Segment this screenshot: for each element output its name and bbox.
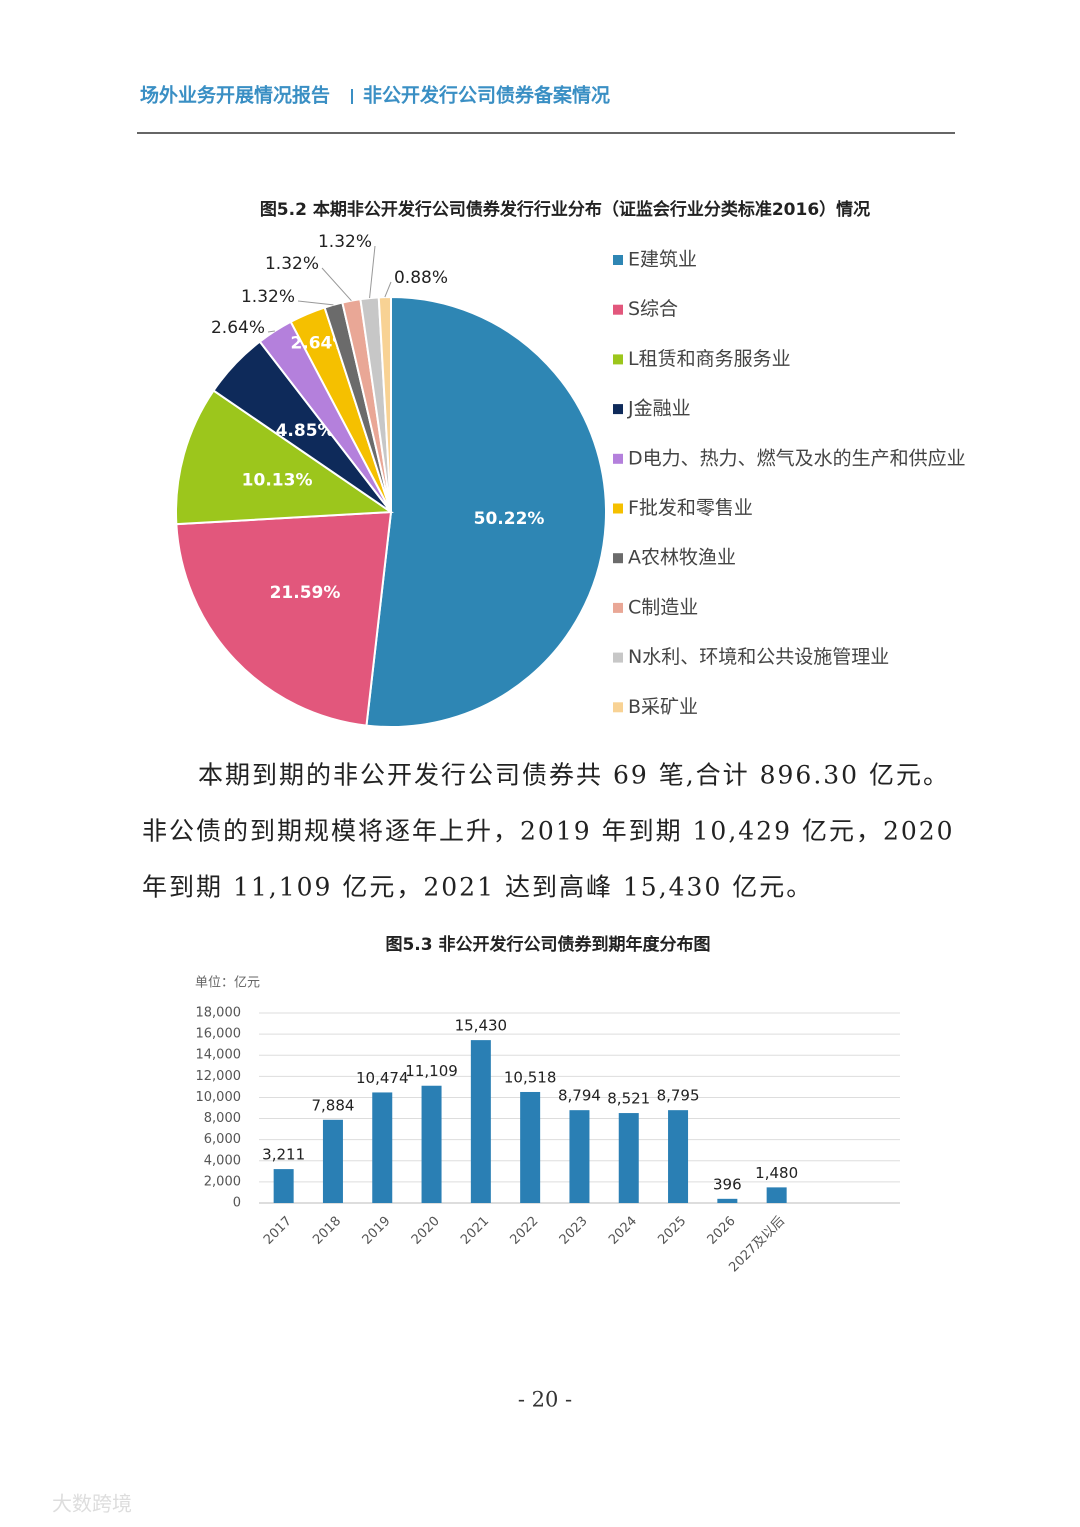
data-label: 1.32%	[241, 287, 295, 307]
pie-slice	[175, 510, 393, 727]
data-label: 396	[713, 1175, 742, 1193]
legend-label: E建筑业	[628, 249, 697, 271]
legend-label: A农林牧渔业	[628, 547, 736, 569]
y-tick-label: 12,000	[196, 1069, 242, 1084]
data-label: 10.13%	[242, 470, 313, 490]
watermark: 大数跨境	[52, 1492, 132, 1516]
y-tick-label: 2,000	[204, 1174, 241, 1189]
data-label: 8,521	[607, 1090, 650, 1108]
data-label: 8,795	[657, 1087, 700, 1105]
legend-swatch	[613, 652, 623, 663]
y-tick-label: 6,000	[204, 1132, 241, 1147]
legend-label: C制造业	[628, 596, 698, 618]
legend-swatch	[613, 602, 623, 613]
pie-title: 图5.2 本期非公开发行公司债券发行行业分布（证监会行业分类标准2016）情况	[260, 199, 870, 220]
data-label: 1,480	[755, 1164, 798, 1182]
legend-swatch	[613, 453, 623, 464]
data-label: 10,518	[504, 1068, 557, 1086]
legend-label: N水利、环境和公共设施管理业	[628, 646, 889, 668]
y-tick-label: 4,000	[204, 1153, 241, 1168]
pie-chart: 50.22% E建筑业 21.59% S综合 10.13% L租赁和商务服务业 4.85% J…	[175, 232, 966, 728]
x-tick-label: 2018	[310, 1214, 344, 1248]
data-label: 0.88%	[394, 268, 448, 288]
bar-chart: 0 2,000 4,000 6,000 8,000 10,000 12,000 14,000 1…	[196, 1006, 900, 1275]
bar	[766, 1187, 787, 1203]
y-tick-label: 10,000	[196, 1090, 242, 1105]
x-tick-label: 2019	[360, 1214, 394, 1248]
header-left: 场外业务开展情况报告	[140, 84, 330, 107]
x-tick-label: 2025	[655, 1214, 689, 1248]
data-label: 3,211	[262, 1146, 305, 1164]
legend-label: S综合	[628, 298, 678, 320]
paragraph-line: 本期到期的非公开发行公司债券共 69 笔,合计 896.30 亿元。	[198, 761, 950, 790]
legend-label: F批发和零售业	[628, 497, 753, 519]
legend-label: B采矿业	[628, 696, 698, 718]
data-label: 21.59%	[270, 583, 341, 603]
x-tick-label: 2026	[705, 1214, 739, 1248]
legend-label: L租赁和商务服务业	[628, 348, 791, 370]
x-tick-label: 2022	[507, 1214, 541, 1248]
legend-swatch	[613, 503, 623, 514]
bar	[273, 1169, 294, 1203]
x-tick-label: 2023	[557, 1214, 591, 1248]
y-tick-label: 14,000	[196, 1048, 242, 1063]
data-label: 10,474	[356, 1069, 409, 1087]
pie-slice	[175, 389, 394, 526]
bar	[470, 1040, 491, 1203]
legend-swatch	[613, 702, 623, 713]
bar	[668, 1110, 689, 1203]
legend-swatch	[613, 404, 623, 415]
legend-label: J金融业	[627, 398, 691, 420]
y-tick-label: 8,000	[204, 1111, 241, 1126]
leader-line	[267, 330, 275, 333]
legend-swatch	[613, 354, 623, 365]
bar	[618, 1113, 639, 1203]
data-label: 15,430	[455, 1017, 508, 1035]
page-number: - 20 -	[518, 1388, 572, 1412]
data-label: 1.32%	[265, 254, 319, 274]
legend-swatch	[613, 255, 623, 265]
data-label: 2.64%	[211, 318, 265, 338]
x-tick-label: 2021	[458, 1214, 492, 1248]
data-label: 1.32%	[318, 232, 372, 252]
bar	[717, 1198, 738, 1203]
bar	[520, 1091, 541, 1203]
legend-label: D电力、热力、燃气及水的生产和供应业	[628, 447, 966, 469]
data-label: 50.22%	[474, 509, 545, 529]
leader-line	[297, 300, 334, 306]
y-tick-label: 0	[233, 1196, 241, 1211]
legend-swatch	[613, 553, 623, 564]
legend-swatch	[613, 304, 623, 315]
y-axis-unit: 单位：亿元	[195, 976, 260, 991]
data-label: 8,794	[558, 1087, 601, 1105]
pie-slice	[377, 295, 392, 513]
pie-slice	[365, 295, 607, 728]
header-right: 非公开发行公司债券备案情况	[363, 84, 610, 107]
leader-line	[384, 281, 392, 298]
paragraph-line: 非公债的到期规模将逐年上升，2019 年到期 10,429 亿元，2020	[142, 817, 955, 846]
leader-line	[369, 245, 376, 299]
data-label: 11,109	[405, 1062, 458, 1080]
x-tick-label: 2020	[409, 1214, 443, 1248]
x-tick-label: 2024	[606, 1214, 640, 1248]
data-label: 7,884	[311, 1096, 354, 1114]
y-tick-label: 16,000	[196, 1027, 242, 1042]
leader-line	[321, 267, 352, 302]
bar	[569, 1110, 590, 1203]
y-tick-label: 18,000	[196, 1006, 242, 1021]
bar-title: 图5.3 非公开发行公司债券到期年度分布图	[385, 934, 710, 955]
bar	[322, 1119, 343, 1203]
bar	[372, 1092, 393, 1203]
x-tick-label: 2017	[261, 1214, 295, 1248]
bar	[421, 1085, 442, 1203]
paragraph-line: 年到期 11,109 亿元，2021 达到高峰 15,430 亿元。	[142, 873, 813, 902]
data-label: 4.85%	[276, 421, 335, 441]
